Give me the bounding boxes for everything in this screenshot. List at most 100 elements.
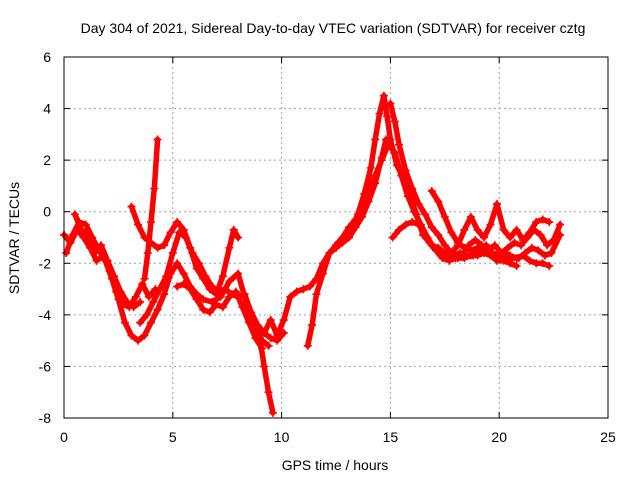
series-line-arc-7: [257, 335, 276, 416]
point-marker: [153, 135, 162, 144]
point-marker: [353, 210, 362, 219]
point-marker: [162, 272, 171, 281]
point-marker: [127, 202, 136, 211]
point-marker: [260, 328, 269, 337]
point-marker: [447, 251, 456, 260]
point-marker: [268, 408, 277, 417]
point-marker: [332, 243, 340, 252]
point-marker: [138, 279, 147, 288]
point-marker: [519, 251, 528, 260]
point-marker: [186, 285, 195, 294]
point-marker: [103, 256, 112, 265]
y-tick-label-4: 4: [43, 101, 51, 117]
point-marker: [525, 256, 534, 265]
series-arc-3: [70, 210, 145, 312]
point-marker: [292, 287, 301, 296]
x-tick-labels: 0 5 10 15 20 25: [60, 429, 616, 445]
point-marker: [149, 297, 158, 306]
series-arc-7: [255, 334, 277, 417]
x-axis-label: GPS time / hours: [282, 457, 389, 473]
point-marker: [143, 248, 152, 257]
point-marker: [512, 254, 521, 263]
point-marker: [414, 220, 423, 229]
x-tick-label-10: 10: [274, 429, 290, 445]
point-marker: [68, 230, 77, 239]
point-marker: [129, 303, 138, 312]
point-marker: [221, 285, 230, 294]
y-tick-label-6: 6: [43, 49, 51, 65]
point-marker: [260, 362, 269, 371]
point-marker: [486, 220, 495, 229]
x-tick-label-5: 5: [169, 429, 177, 445]
point-marker: [386, 99, 395, 108]
x-tick-label-25: 25: [600, 429, 616, 445]
point-marker: [244, 318, 253, 327]
point-marker: [408, 184, 417, 193]
point-marker: [253, 331, 262, 340]
point-marker: [207, 297, 216, 306]
point-marker: [386, 135, 395, 144]
point-marker: [240, 290, 249, 299]
y-tick-label--4: -4: [39, 307, 52, 323]
point-marker: [421, 230, 430, 239]
point-marker: [545, 261, 554, 270]
series-line-arc-11: [387, 100, 552, 256]
point-marker: [340, 236, 349, 245]
point-marker: [153, 305, 162, 314]
point-marker: [401, 166, 410, 175]
y-tick-labels: -8 -6 -4 -2 0 2 4 6: [39, 49, 52, 426]
point-marker: [364, 197, 373, 206]
point-marker: [173, 282, 182, 291]
point-marker: [216, 292, 225, 301]
point-marker: [264, 388, 273, 397]
point-marker: [123, 297, 132, 306]
point-marker: [133, 336, 142, 345]
point-marker: [199, 274, 208, 283]
point-marker: [166, 228, 175, 237]
point-marker: [205, 308, 214, 317]
point-marker: [77, 225, 86, 234]
point-marker: [264, 341, 273, 350]
point-marker: [527, 243, 536, 252]
point-marker: [279, 316, 288, 325]
point-marker: [247, 308, 256, 317]
point-marker: [120, 318, 129, 327]
point-marker: [366, 163, 375, 172]
point-marker: [140, 274, 149, 283]
point-marker: [173, 218, 182, 227]
point-marker: [179, 269, 188, 278]
point-marker: [334, 238, 343, 247]
series-arc-11: [386, 99, 554, 257]
series-line-arc-spike: [141, 136, 161, 282]
point-marker: [140, 233, 149, 242]
point-marker: [218, 303, 227, 312]
point-marker: [110, 272, 119, 281]
point-marker: [90, 248, 99, 257]
point-marker: [516, 241, 525, 250]
point-marker: [140, 331, 149, 340]
point-marker: [173, 259, 182, 268]
point-marker: [388, 233, 397, 242]
point-marker: [192, 264, 201, 273]
plot-frame: [63, 56, 609, 419]
point-marker: [466, 246, 475, 255]
point-marker: [286, 292, 295, 301]
point-marker: [360, 189, 369, 198]
point-marker: [212, 300, 221, 309]
point-marker: [414, 199, 423, 208]
point-marker: [466, 212, 475, 221]
point-marker: [153, 243, 162, 252]
point-marker: [147, 238, 156, 247]
point-marker: [547, 248, 556, 257]
point-marker: [506, 251, 515, 260]
point-marker: [540, 251, 549, 260]
series-line-arc-5: [128, 203, 241, 297]
point-marker: [371, 179, 380, 188]
point-marker: [512, 225, 521, 234]
y-tick-label-2: 2: [43, 152, 51, 168]
point-marker: [147, 318, 156, 327]
point-marker: [150, 184, 159, 193]
data-series-group: [60, 91, 565, 417]
point-marker: [499, 225, 508, 234]
